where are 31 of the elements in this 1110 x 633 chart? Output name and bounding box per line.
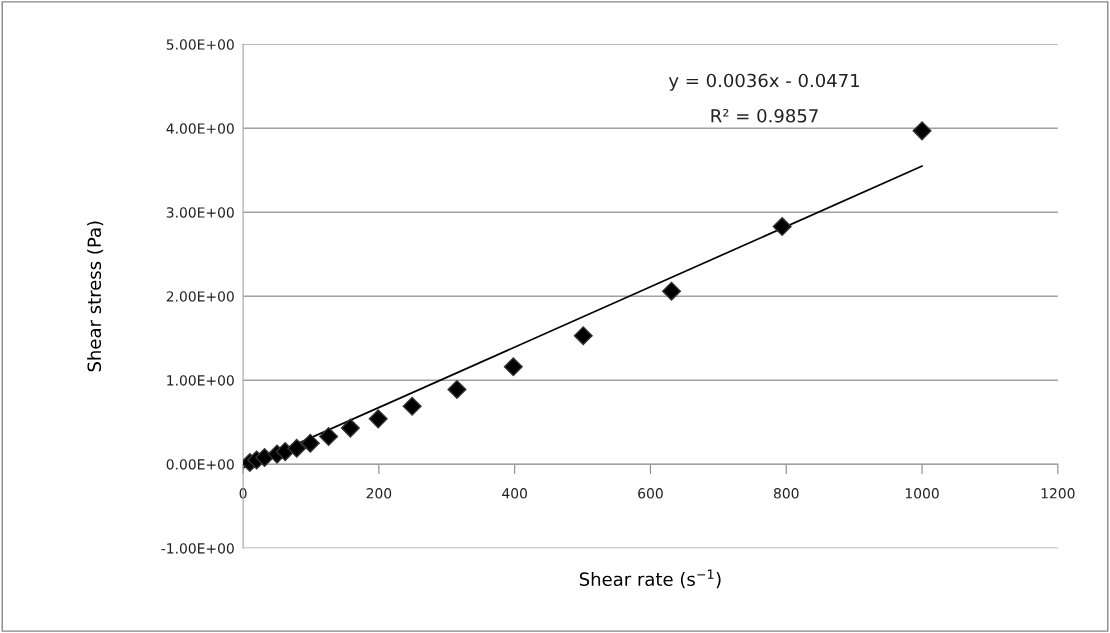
y-tick-label: 0.00E+00	[166, 459, 234, 470]
point	[402, 396, 422, 416]
point	[912, 121, 932, 141]
point	[300, 433, 320, 453]
x-tick-label: 400	[502, 488, 527, 499]
x-axis-title: Shear rate (s$^{−1}$)	[579, 569, 721, 589]
y-axis-title: Shear stress (Pa)	[87, 221, 104, 372]
point	[340, 418, 360, 438]
y-tick-label: 5.00E+00	[166, 39, 234, 50]
y-tick-label: 3.00E+00	[166, 207, 234, 218]
annotation: y = 0.0036x - 0.0471	[668, 73, 860, 91]
point	[503, 357, 523, 377]
x-tick-label: 1000	[905, 488, 939, 499]
y-tick-label: 4.00E+00	[166, 123, 234, 134]
x-tick-label: 600	[638, 488, 663, 499]
x-tick-label: 0	[239, 488, 247, 499]
point	[447, 379, 467, 399]
point	[772, 217, 792, 237]
point	[275, 442, 295, 462]
point	[661, 281, 682, 301]
y-tick-label: 1.00E+00	[167, 375, 234, 386]
y-tick-label: 2.00E+00	[166, 291, 234, 302]
y-tick-label: -1.00E+00	[161, 543, 234, 554]
point	[573, 326, 593, 346]
annotation: R² = 0.9857	[711, 108, 818, 123]
point	[319, 426, 339, 447]
point	[287, 438, 307, 458]
x-tick-label: 1200	[1041, 488, 1075, 499]
point	[368, 409, 388, 429]
x-tick-label: 800	[773, 488, 799, 499]
x-tick-label: 200	[366, 488, 392, 499]
